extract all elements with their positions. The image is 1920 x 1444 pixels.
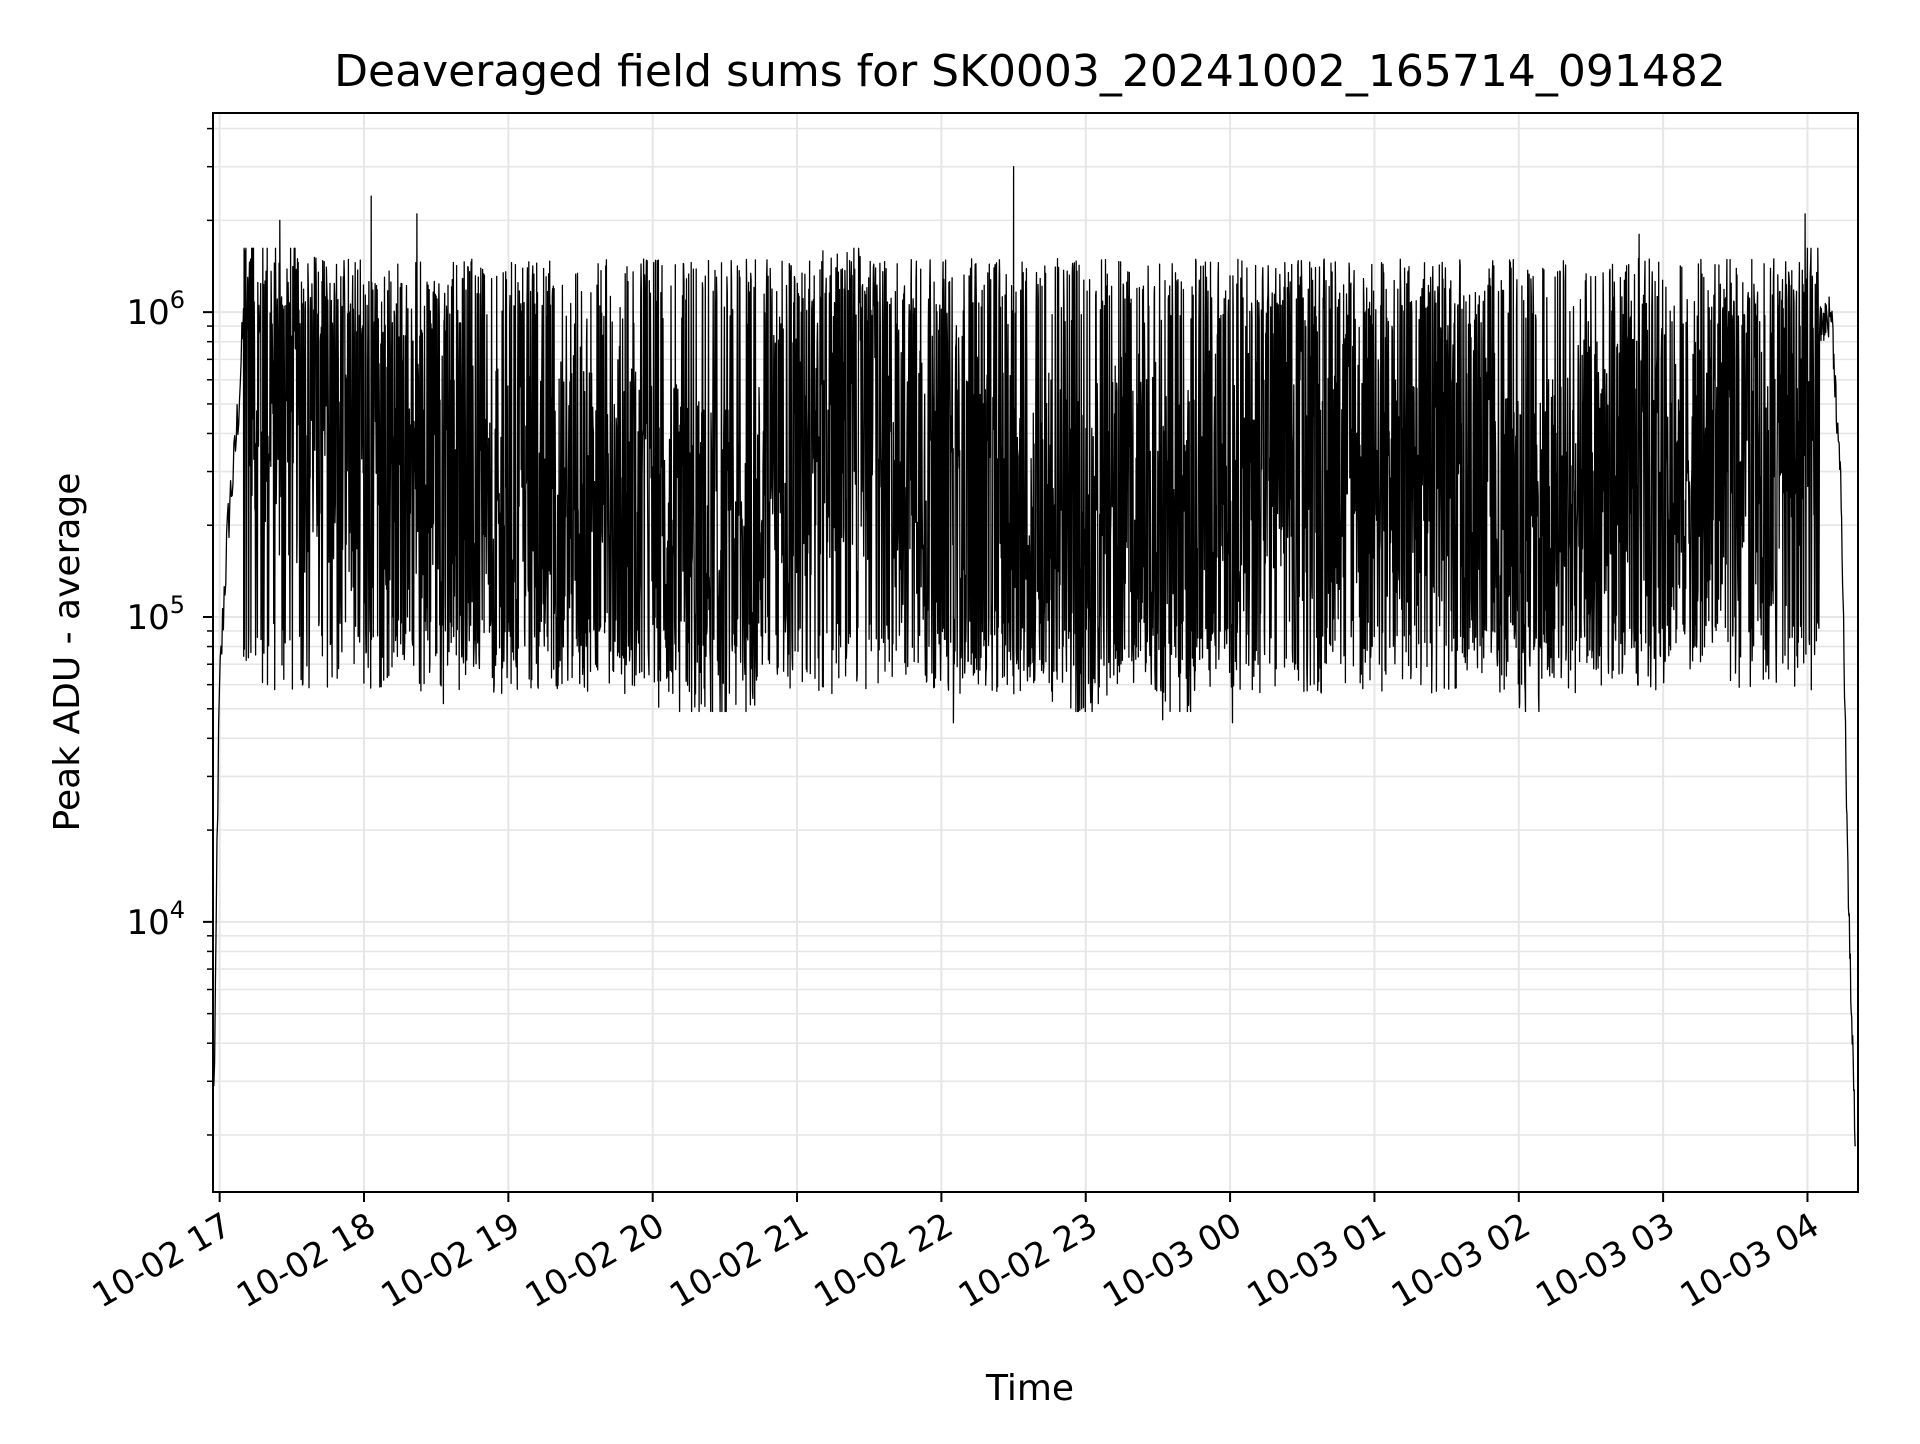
y-tick-exponent: 4 <box>170 896 185 924</box>
y-axis-label: Peak ADU - average <box>47 473 88 832</box>
y-tick-exponent: 6 <box>170 286 185 314</box>
y-tick-exponent: 5 <box>170 591 185 619</box>
chart-title: Deaveraged field sums for SK0003_2024100… <box>334 46 1726 97</box>
x-axis-label: Time <box>985 1368 1074 1409</box>
y-tick-base: 10 <box>126 293 169 333</box>
y-tick-base: 10 <box>126 598 169 638</box>
y-tick-base: 10 <box>126 903 169 943</box>
